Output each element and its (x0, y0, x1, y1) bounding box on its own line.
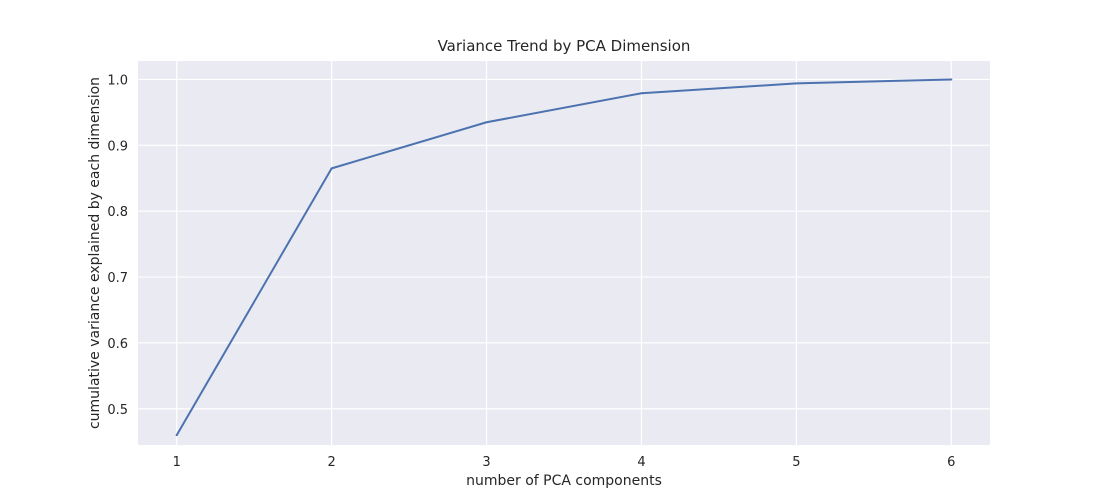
y-tick-label: 0.8 (107, 205, 128, 220)
data-point (950, 78, 953, 81)
chart-title: Variance Trend by PCA Dimension (438, 37, 691, 55)
data-point (640, 92, 643, 95)
tick-labels: 1 2 3 4 5 6 0.5 0.6 0.7 0.8 0.9 1.0 (107, 73, 955, 470)
y-tick-label: 0.5 (107, 403, 128, 418)
plot-area (138, 61, 990, 445)
data-point (795, 82, 798, 85)
x-tick-label: 5 (792, 455, 800, 470)
y-tick-label: 0.9 (107, 139, 128, 154)
series-layer (175, 78, 953, 437)
data-point (330, 167, 333, 170)
x-tick-label: 3 (482, 455, 490, 470)
y-tick-label: 0.6 (107, 337, 128, 352)
x-tick-label: 2 (327, 455, 335, 470)
y-axis-label: cumulative variance explained by each di… (87, 77, 103, 429)
data-point (485, 121, 488, 124)
x-tick-label: 4 (637, 455, 645, 470)
y-tick-label: 0.7 (107, 271, 128, 286)
data-point (175, 434, 178, 437)
x-axis-label: number of PCA components (466, 473, 662, 489)
series-line (175, 78, 953, 437)
y-tick-label: 1.0 (107, 73, 128, 88)
x-tick-label: 6 (947, 455, 955, 470)
x-tick-label: 1 (173, 455, 181, 470)
grid-lines (138, 61, 990, 445)
